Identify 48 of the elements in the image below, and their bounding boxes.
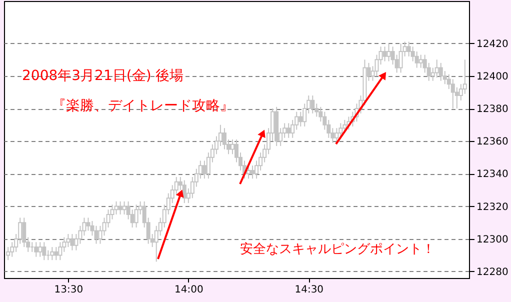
candlestick [342, 119, 347, 134]
y-tick-label: 12300 [476, 234, 508, 246]
candlestick [50, 246, 54, 261]
candlestick [434, 59, 439, 78]
candlestick [70, 234, 74, 251]
x-tick-label: 13:30 [54, 284, 84, 296]
y-tick-label: 12280 [476, 266, 508, 278]
candlestick [230, 139, 234, 155]
candlestick [418, 54, 423, 68]
y-tick-label: 12320 [476, 202, 508, 213]
candlestick [118, 200, 122, 215]
candlestick [246, 165, 251, 180]
candlestick [338, 122, 343, 138]
candlestick [298, 111, 303, 127]
annotation: 2008年3月21日(金) 後場 [22, 68, 184, 84]
candlestick [222, 128, 226, 150]
candlestick [66, 234, 70, 248]
candlestick [382, 46, 387, 62]
annotation: 『楽勝、デイトレード攻略』 [52, 98, 234, 114]
candlestick [94, 225, 98, 244]
y-tick-label: 12380 [476, 104, 508, 116]
y-tick-label: 12400 [476, 71, 508, 82]
candlestick [250, 165, 255, 180]
candlestick [22, 217, 26, 248]
candlestick [182, 180, 186, 204]
y-tick-label: 12340 [476, 169, 508, 180]
candlestick [98, 225, 102, 244]
candlestick [438, 62, 443, 82]
x-tick-label: 14:00 [174, 284, 204, 296]
candlestick [38, 242, 42, 258]
candlestick [398, 42, 403, 74]
candlestick [58, 242, 62, 261]
candlestick [134, 204, 138, 228]
candlestick [54, 246, 58, 261]
candlestick [42, 242, 46, 261]
y-tick-label: 12420 [476, 38, 508, 50]
x-tick-label: 14:30 [294, 284, 324, 296]
candlestick [202, 160, 206, 180]
candlestick [386, 42, 391, 62]
candlestick [450, 78, 455, 110]
candlestick [86, 217, 90, 232]
candlestick [90, 220, 94, 236]
annotation: 安全なスキャルピングポイント！ [240, 241, 435, 257]
candlestick [286, 122, 291, 138]
candlestick [34, 242, 38, 258]
candlestick [122, 200, 126, 215]
candlestick [310, 95, 315, 114]
y-tick-label: 12360 [476, 136, 508, 148]
